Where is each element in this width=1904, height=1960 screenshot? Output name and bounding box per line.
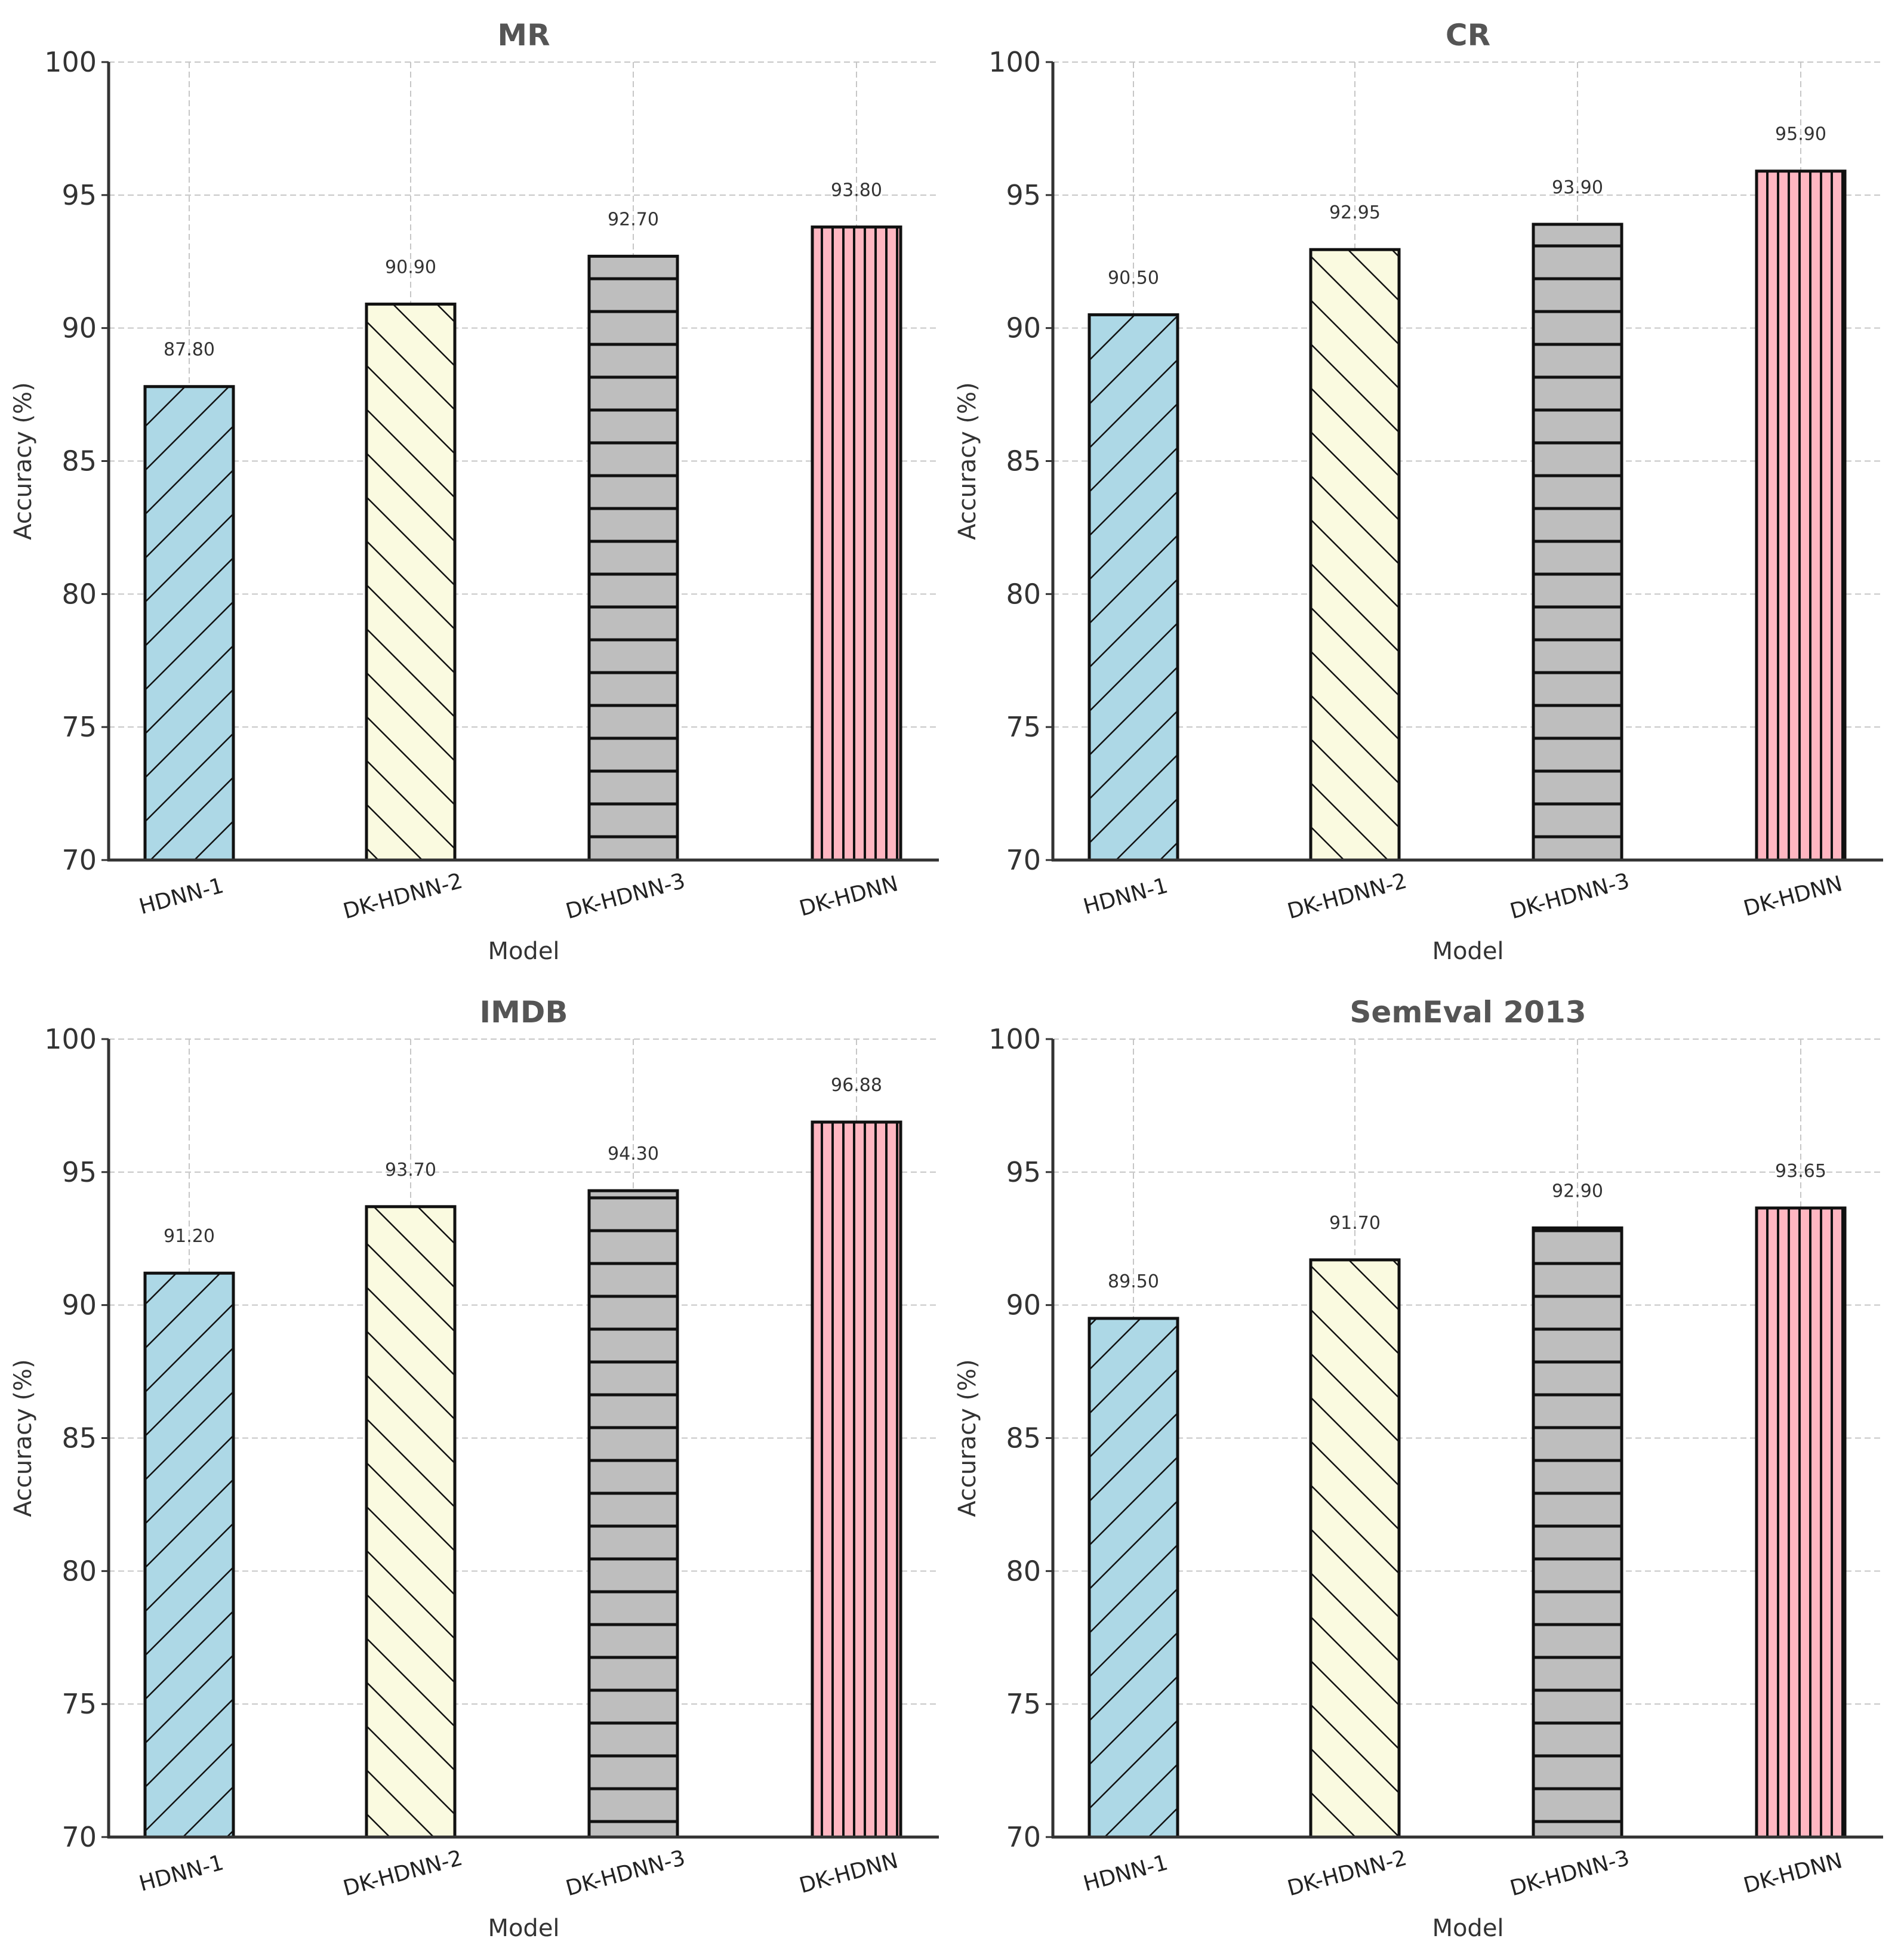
chart-3-value-label: 91.20 — [164, 1226, 215, 1247]
chart-4-ytick-label: 85 — [1006, 1422, 1041, 1454]
chart-2-bar-dk-hdnn-3-hatch — [1533, 224, 1622, 860]
chart-3-ytick-label: 85 — [61, 1422, 97, 1454]
chart-3-category-label: DK-HDNN-2 — [341, 1846, 466, 1902]
chart-2-ytick-label: 80 — [1006, 578, 1041, 610]
chart-4-panel: SemEval 2013 70 75 80 85 90 95 100 89.50 HDNN-1 91… — [954, 995, 1883, 1942]
chart-1-ytick-label: 95 — [61, 179, 97, 211]
chart-1-value-label: 87.80 — [164, 340, 215, 360]
chart-1-title: MR — [497, 18, 550, 53]
chart-3-y-axis-label: Accuracy (%) — [10, 1359, 37, 1517]
chart-2-ytick-label: 85 — [1006, 445, 1041, 477]
chart-3-ytick-label: 95 — [61, 1156, 97, 1188]
chart-1-bar-dk-hdnn-3-hatch — [589, 256, 677, 860]
chart-3-panel: IMDB 70 75 80 85 90 95 100 91.20 HDNN-1 93.70 DK-HD… — [10, 995, 939, 1942]
chart-3-x-axis-label: Model — [488, 1915, 559, 1942]
chart-3-ytick-label: 70 — [61, 1821, 97, 1853]
chart-3-bar-dk-hdnn-3-hatch — [589, 1191, 677, 1837]
chart-4-bar-dk-hdnn-2-hatch — [1311, 1259, 1399, 1837]
chart-4-ytick-label: 100 — [988, 1023, 1041, 1055]
chart-3-category-label: DK-HDNN — [797, 1848, 901, 1898]
chart-2-ytick-label: 100 — [988, 46, 1041, 78]
chart-2-ytick-label: 70 — [1006, 844, 1041, 876]
chart-1-category-label: DK-HDNN-2 — [341, 869, 466, 924]
chart-4-ytick-label: 80 — [1006, 1555, 1041, 1587]
chart-4-bar-dk-hdnn-3-hatch — [1533, 1228, 1622, 1837]
chart-3-ytick-label: 90 — [61, 1289, 97, 1321]
chart-1-panel: MR 70 75 80 85 90 95 100 87.80 HDNN-1 90.90 DK-HDNN… — [10, 18, 939, 965]
chart-4-category-label: DK-HDNN-2 — [1285, 1846, 1410, 1902]
chart-1-ytick-label: 100 — [44, 46, 97, 78]
chart-1-ytick-label: 85 — [61, 445, 97, 477]
chart-4-bar-dk-hdnn-hatch — [1757, 1207, 1845, 1837]
chart-4-value-label: 89.50 — [1108, 1271, 1159, 1292]
chart-3-value-label: 94.30 — [608, 1144, 659, 1164]
chart-1-value-label: 92.70 — [608, 209, 659, 230]
chart-3-bar-dk-hdnn-2-hatch — [366, 1206, 455, 1837]
chart-2-ytick-label: 75 — [1006, 711, 1041, 743]
chart-4-category-label: DK-HDNN — [1741, 1848, 1845, 1898]
chart-3-bar-dk-hdnn-hatch — [812, 1122, 901, 1837]
chart-3-bar-hdnn-1-hatch — [145, 1273, 233, 1837]
chart-1-y-axis-label: Accuracy (%) — [10, 382, 37, 540]
chart-3-ytick-label: 100 — [44, 1023, 97, 1055]
chart-4-y-axis-label: Accuracy (%) — [954, 1359, 981, 1517]
chart-2-value-label: 90.50 — [1108, 267, 1159, 288]
chart-2-panel: CR 70 75 80 85 90 95 100 90.50 HDNN-1 92.95 DK-HDNN… — [954, 18, 1883, 965]
chart-2-category-label: DK-HDNN — [1741, 871, 1845, 921]
chart-1-ytick-label: 70 — [61, 844, 97, 876]
chart-1-ytick-label: 80 — [61, 578, 97, 610]
chart-4-category-label: DK-HDNN-3 — [1508, 1846, 1632, 1902]
chart-1-category-label: DK-HDNN-3 — [563, 869, 688, 924]
chart-4-x-axis-label: Model — [1432, 1915, 1504, 1942]
chart-2-bar-dk-hdnn-2-hatch — [1311, 249, 1399, 860]
chart-1-ytick-label: 75 — [61, 711, 97, 743]
chart-4-ytick-label: 90 — [1006, 1289, 1041, 1321]
chart-4-ytick-label: 95 — [1006, 1156, 1041, 1188]
chart-3-value-label: 96.88 — [831, 1075, 882, 1096]
chart-3-title: IMDB — [480, 995, 568, 1030]
chart-1-x-axis-label: Model — [488, 938, 559, 965]
chart-2-category-label: DK-HDNN-2 — [1285, 869, 1410, 924]
chart-2-category-label: HDNN-1 — [1081, 873, 1170, 919]
chart-4-value-label: 92.90 — [1552, 1181, 1603, 1201]
chart-3-value-label: 93.70 — [385, 1160, 436, 1181]
chart-4-category-label: HDNN-1 — [1081, 1850, 1170, 1896]
chart-4-ytick-label: 70 — [1006, 1821, 1041, 1853]
chart-3-category-label: HDNN-1 — [137, 1850, 226, 1896]
chart-4-value-label: 91.70 — [1329, 1213, 1381, 1234]
chart-1-bar-hdnn-1-hatch — [145, 386, 233, 860]
chart-2-bar-dk-hdnn-hatch — [1757, 171, 1845, 860]
chart-1-value-label: 93.80 — [831, 180, 882, 201]
chart-3-category-label: DK-HDNN-3 — [563, 1846, 688, 1902]
chart-3-ytick-label: 75 — [61, 1688, 97, 1720]
chart-2-title: CR — [1446, 18, 1490, 53]
chart-2-ytick-label: 90 — [1006, 312, 1041, 344]
chart-4-ytick-label: 75 — [1006, 1688, 1041, 1720]
chart-2-value-label: 95.90 — [1775, 124, 1826, 145]
chart-2-bar-hdnn-1-hatch — [1089, 315, 1178, 860]
chart-2-value-label: 93.90 — [1552, 177, 1603, 198]
chart-4-title: SemEval 2013 — [1350, 995, 1586, 1030]
chart-1-ytick-label: 90 — [61, 312, 97, 344]
chart-2-category-label: DK-HDNN-3 — [1508, 869, 1632, 924]
chart-2-y-axis-label: Accuracy (%) — [954, 382, 981, 540]
chart-1-category-label: DK-HDNN — [797, 871, 901, 921]
panels: MR 70 75 80 85 90 95 100 87.80 HDNN-1 90.90 DK-HDNN… — [10, 18, 1883, 1942]
chart-2-ytick-label: 95 — [1006, 179, 1041, 211]
chart-2-value-label: 92.95 — [1329, 202, 1381, 223]
chart-1-bar-dk-hdnn-2-hatch — [366, 304, 455, 861]
chart-1-category-label: HDNN-1 — [137, 873, 226, 919]
chart-2-x-axis-label: Model — [1432, 938, 1504, 965]
chart-3-ytick-label: 80 — [61, 1555, 97, 1587]
chart-4-value-label: 93.65 — [1775, 1161, 1826, 1182]
chart-1-bar-dk-hdnn-hatch — [812, 227, 901, 860]
chart-4-bar-hdnn-1-hatch — [1089, 1318, 1178, 1837]
chart-1-value-label: 90.90 — [385, 257, 436, 278]
